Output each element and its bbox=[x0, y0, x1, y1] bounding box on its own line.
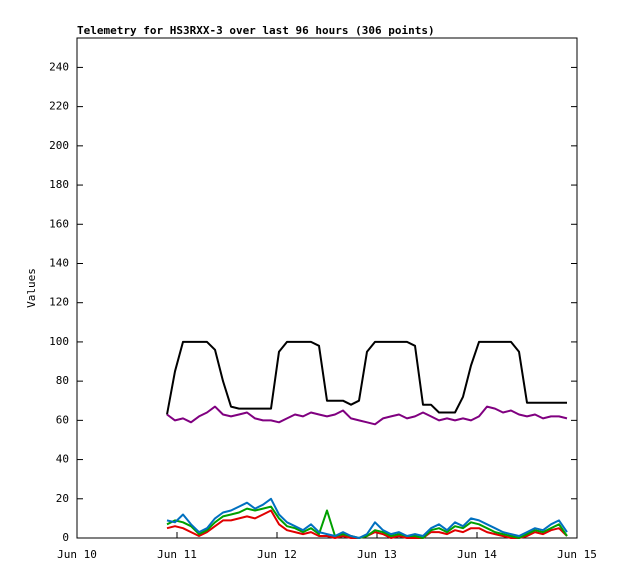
series-line bbox=[166, 497, 568, 539]
y-tick-label: 160 bbox=[49, 217, 69, 230]
y-tick-label: 180 bbox=[49, 178, 69, 191]
chart-title: Telemetry for HS3RXX-3 over last 96 hour… bbox=[77, 24, 435, 37]
y-tick-label: 120 bbox=[49, 296, 69, 309]
y-axis-label: Values bbox=[25, 268, 38, 308]
series-line bbox=[166, 405, 568, 426]
y-tick-label: 60 bbox=[56, 413, 69, 426]
x-tick-label: Jun 15 bbox=[557, 548, 597, 561]
x-tick-label: Jun 12 bbox=[257, 548, 297, 561]
y-tick-label: 200 bbox=[49, 139, 69, 152]
y-tick-label: 140 bbox=[49, 256, 69, 269]
x-tick-label: Jun 10 bbox=[57, 548, 97, 561]
y-tick-label: 20 bbox=[56, 492, 69, 505]
y-tick-label: 220 bbox=[49, 100, 69, 113]
y-tick-label: 100 bbox=[49, 335, 69, 348]
y-tick-label: 80 bbox=[56, 374, 69, 387]
series-line bbox=[166, 340, 567, 415]
y-tick-label: 240 bbox=[49, 60, 69, 73]
x-tick-label: Jun 11 bbox=[157, 548, 197, 561]
x-tick-label: Jun 13 bbox=[357, 548, 397, 561]
y-tick-label: 0 bbox=[62, 531, 69, 544]
y-tick-label: 40 bbox=[56, 453, 69, 466]
series-line bbox=[166, 505, 568, 539]
plot-frame bbox=[76, 37, 578, 539]
x-tick-label: Jun 14 bbox=[457, 548, 497, 561]
